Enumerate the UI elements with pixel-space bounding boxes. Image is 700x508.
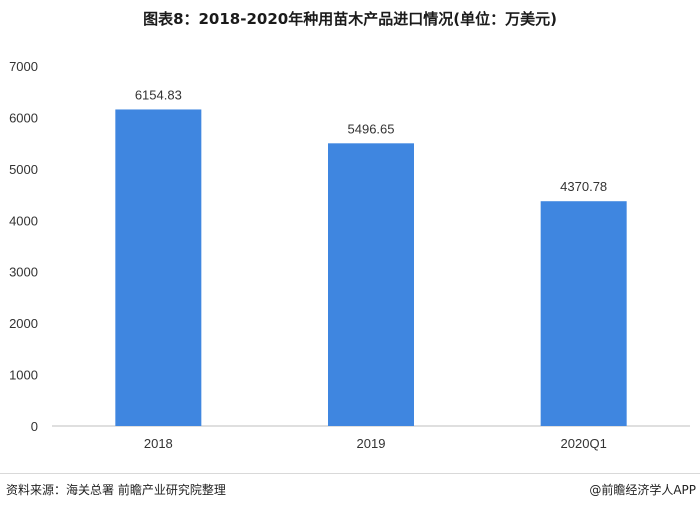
y-tick-label: 0 xyxy=(31,419,38,434)
footer: 资料来源：海关总署 前瞻产业研究院整理 @前瞻经济学人APP xyxy=(0,473,700,508)
x-tick-label: 2019 xyxy=(357,436,386,451)
bar-2018 xyxy=(115,109,202,427)
y-axis-ticks: 0 1000 2000 3000 4000 5000 6000 7000 xyxy=(9,59,38,434)
y-tick-label: 3000 xyxy=(9,265,38,280)
bars-group xyxy=(115,109,627,427)
y-tick-label: 1000 xyxy=(9,368,38,383)
value-labels-group: 6154.83 5496.65 4370.78 xyxy=(135,87,607,194)
source-note: 资料来源：海关总署 前瞻产业研究院整理 xyxy=(6,483,226,497)
data-label: 4370.78 xyxy=(560,179,607,194)
y-tick-label: 4000 xyxy=(9,213,38,228)
x-axis-labels: 2018 2019 2020Q1 xyxy=(144,436,607,451)
chart-title: 图表8：2018-2020年种用苗木产品进口情况(单位：万美元) xyxy=(143,10,557,28)
bar-2020Q1 xyxy=(540,201,627,426)
x-tick-label: 2018 xyxy=(144,436,173,451)
bar-2019 xyxy=(328,143,414,427)
brand-credit: @前瞻经济学人APP xyxy=(589,483,696,497)
y-tick-label: 5000 xyxy=(9,162,38,177)
y-tick-label: 7000 xyxy=(9,59,38,74)
data-label: 5496.65 xyxy=(348,121,395,136)
x-tick-label: 2020Q1 xyxy=(561,436,607,451)
data-label: 6154.83 xyxy=(135,87,182,102)
y-tick-label: 6000 xyxy=(9,110,38,125)
y-tick-label: 2000 xyxy=(9,316,38,331)
